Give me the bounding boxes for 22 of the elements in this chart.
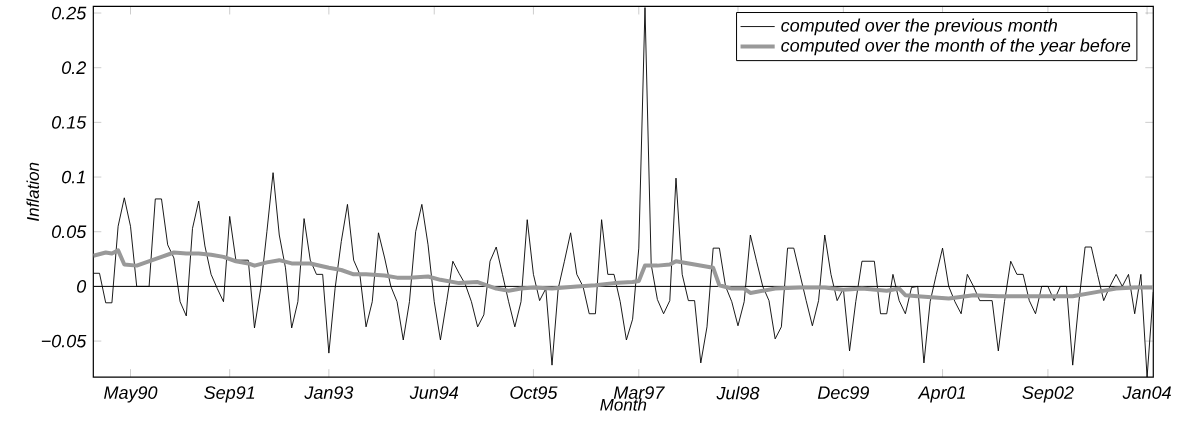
y-tick-label: 0.1 — [62, 170, 85, 184]
x-tick-label: Jul98 — [716, 386, 760, 400]
y-tick-label: 0.05 — [52, 225, 87, 239]
x-tick-label: Dec99 — [817, 386, 869, 399]
y-tick-label: 0 — [77, 279, 87, 293]
y-tick-label: −0.05 — [41, 334, 87, 348]
x-tick-label: Mar97 — [613, 386, 665, 399]
x-tick-label: May90 — [104, 386, 158, 403]
legend-label: computed over the previous month — [781, 18, 1057, 36]
y-tick-label: 0.15 — [52, 115, 87, 129]
y-axis-title: Inflation — [26, 162, 39, 221]
legend-label: computed over the month of the year before — [781, 38, 1131, 56]
x-tick-label: Jun94 — [409, 386, 459, 399]
x-tick-label: Sep02 — [1022, 386, 1074, 403]
x-tick-label: Apr01 — [917, 386, 966, 403]
x-tick-label: Oct95 — [510, 386, 558, 399]
x-tick-label: Jan04 — [1122, 386, 1171, 399]
x-axis-title: Month — [600, 398, 647, 411]
x-tick-label: Sep91 — [204, 386, 255, 403]
x-tick-label: Jan93 — [304, 386, 354, 399]
y-tick-label: 0.2 — [62, 61, 86, 75]
y-tick-label: 0.25 — [52, 6, 87, 20]
